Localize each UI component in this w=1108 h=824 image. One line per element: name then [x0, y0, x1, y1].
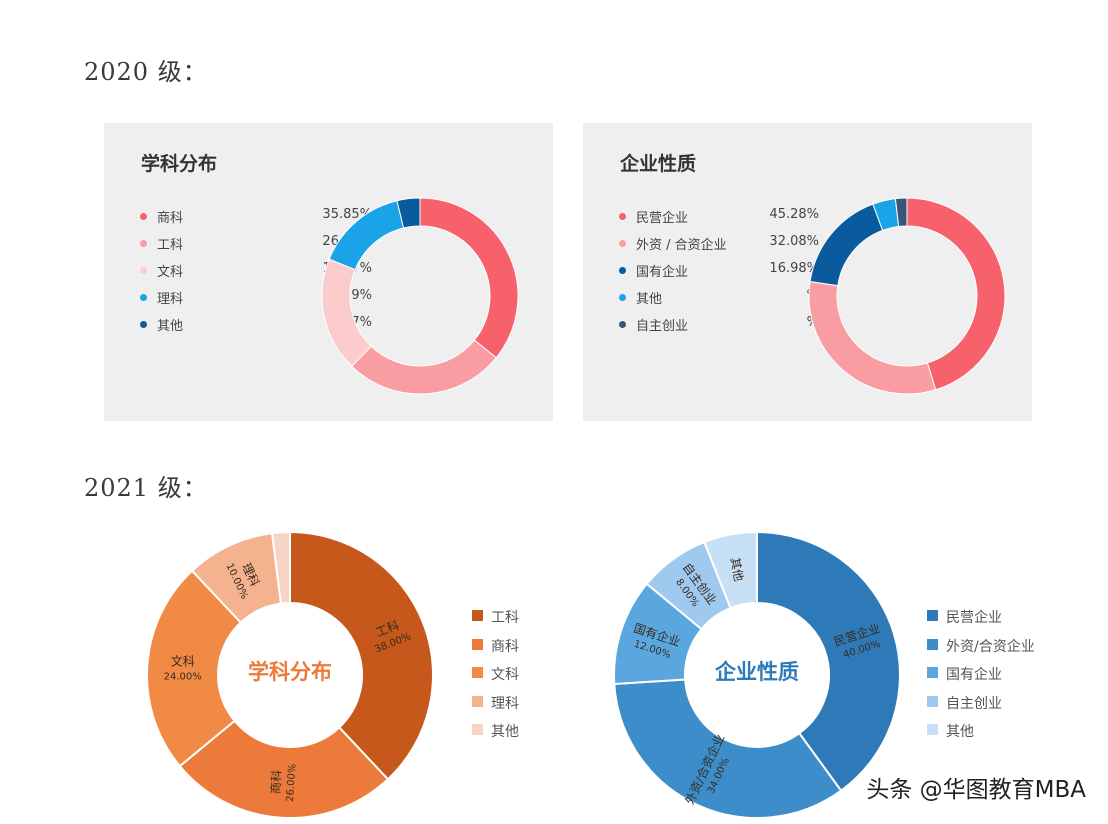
legend-marker [927, 695, 938, 707]
donut-slice-5 [894, 197, 908, 228]
donut-slice-5 [270, 530, 291, 605]
slice-name-label: 商科 [268, 769, 284, 794]
legend-item: 外资/合资企业 [927, 636, 1077, 656]
legend-marker [140, 267, 147, 274]
slice-label-3: 文科 24.00% [164, 653, 202, 682]
legend-marker [472, 667, 483, 678]
legend-marker [472, 610, 483, 621]
legend-item: 自主创业 [927, 693, 1077, 713]
donut-slice-2 [808, 280, 937, 395]
legend-label: 其他 [636, 292, 663, 307]
legend-label: 国有企业 [636, 265, 689, 280]
donut-chart [321, 197, 519, 395]
legend-label: 工科 [491, 610, 519, 626]
legend-label: 工科 [157, 238, 184, 253]
donut-chart: 民营企业40.00%外资/合资企业34.00%国有企业12.00%自主创业8.0… [613, 530, 901, 819]
slice-label-5: 其他 [728, 556, 746, 582]
donut-slice-3 [809, 203, 884, 287]
legend-marker [927, 724, 938, 735]
legend-marker [619, 240, 626, 247]
legend-value: 45.28% [769, 207, 819, 222]
legend-marker [927, 667, 938, 678]
legend-value: 16.98% [769, 261, 819, 276]
legend-label: 国有企业 [946, 667, 1002, 683]
legend-label: 民营企业 [946, 610, 1002, 626]
slice-value-label: 24.00% [164, 671, 202, 682]
year-2021-heading: 2021 级： [84, 474, 208, 502]
legend-marker [472, 638, 483, 650]
legend-label: 商科 [491, 638, 519, 655]
legend-item: 文科 [472, 664, 622, 684]
legend-marker [619, 321, 626, 328]
chart-title: 学科分布 [141, 153, 218, 175]
legend-item: 其他% [619, 288, 819, 310]
legend-marker [472, 695, 483, 707]
legend-item: 其他 [927, 721, 1077, 741]
legend-marker [619, 294, 626, 301]
legend-label: 其他 [491, 724, 519, 740]
legend-label: 外资 / 合资企业 [636, 238, 727, 253]
donut-chart [808, 197, 1006, 395]
legend-label: 理科 [157, 292, 184, 307]
legend-marker [140, 321, 147, 328]
legend-marker [140, 294, 147, 301]
slice-label-2: 商科 26.00% [268, 763, 299, 802]
legend-marker [619, 267, 626, 274]
donut-center-title: 学科分布 [248, 660, 332, 684]
legend-item: 民营企业 [927, 607, 1077, 627]
legend-label: 其他 [157, 319, 184, 334]
chart-title: 企业性质 [620, 153, 697, 175]
legend-label: 其他 [946, 724, 974, 740]
legend-item: 理科 [472, 693, 622, 713]
donut-slice-2 [351, 339, 497, 395]
donut-slice-4 [328, 200, 405, 271]
watermark-text: 头条 @华图教育MBA [866, 777, 1086, 803]
legend-marker [927, 610, 938, 621]
legend-label: 文科 [157, 265, 184, 280]
legend-item: 国有企业 16.98% [619, 261, 819, 283]
legend-label: 外资/合资企业 [946, 638, 1035, 655]
legend-label: 自主创业 [636, 319, 689, 334]
legend-label: 理科 [491, 695, 519, 712]
legend-marker [927, 638, 938, 650]
legend-item: 其他 [472, 721, 622, 741]
legend-item: 民营企业 45.28% [619, 207, 819, 229]
donut-slice-2 [178, 719, 390, 819]
donut-slice-1 [906, 197, 1006, 391]
legend-label: 自主创业 [946, 695, 1002, 712]
legend-marker [140, 213, 147, 220]
slice-name-label: 文科 [171, 653, 195, 668]
chart-panel-2020-subject: 学科分布 商科35.85%工科26.42%文科18.87%理科15.09%其他3… [104, 123, 553, 421]
chart-panel-2020-company: 企业性质 民营企业 45.28% 外资 / 合资企业 32.08% 国有企业 16.98%… [583, 123, 1032, 421]
legend-marker [472, 724, 483, 735]
legend-label: 文科 [491, 667, 519, 683]
legend-item: 商科 [472, 636, 622, 656]
donut-slice-3 [321, 258, 372, 367]
donut-slice-1 [419, 197, 519, 359]
donut-slice-5 [703, 530, 758, 610]
slice-name-label: 其他 [728, 556, 746, 582]
donut-slice-1 [289, 530, 434, 781]
legend-item: 工科 [472, 607, 622, 627]
legend-label: 民营企业 [636, 211, 689, 226]
legend-value: 32.08% [769, 234, 819, 249]
legend-marker [619, 213, 626, 220]
legend-marker [140, 240, 147, 247]
donut-slice-2 [613, 678, 843, 819]
legend-item: 自主创业% [619, 315, 819, 337]
year-2020-heading: 2020 级： [84, 58, 208, 86]
slice-value-label: 26.00% [285, 763, 298, 802]
legend-label: 商科 [157, 211, 184, 226]
legend-item: 国有企业 [927, 664, 1077, 684]
donut-slice-3 [146, 569, 243, 768]
donut-slice-5 [396, 197, 421, 229]
donut-center-title: 企业性质 [715, 660, 799, 684]
legend-item: 外资 / 合资企业 32.08% [619, 234, 819, 256]
donut-slice-1 [756, 530, 901, 793]
